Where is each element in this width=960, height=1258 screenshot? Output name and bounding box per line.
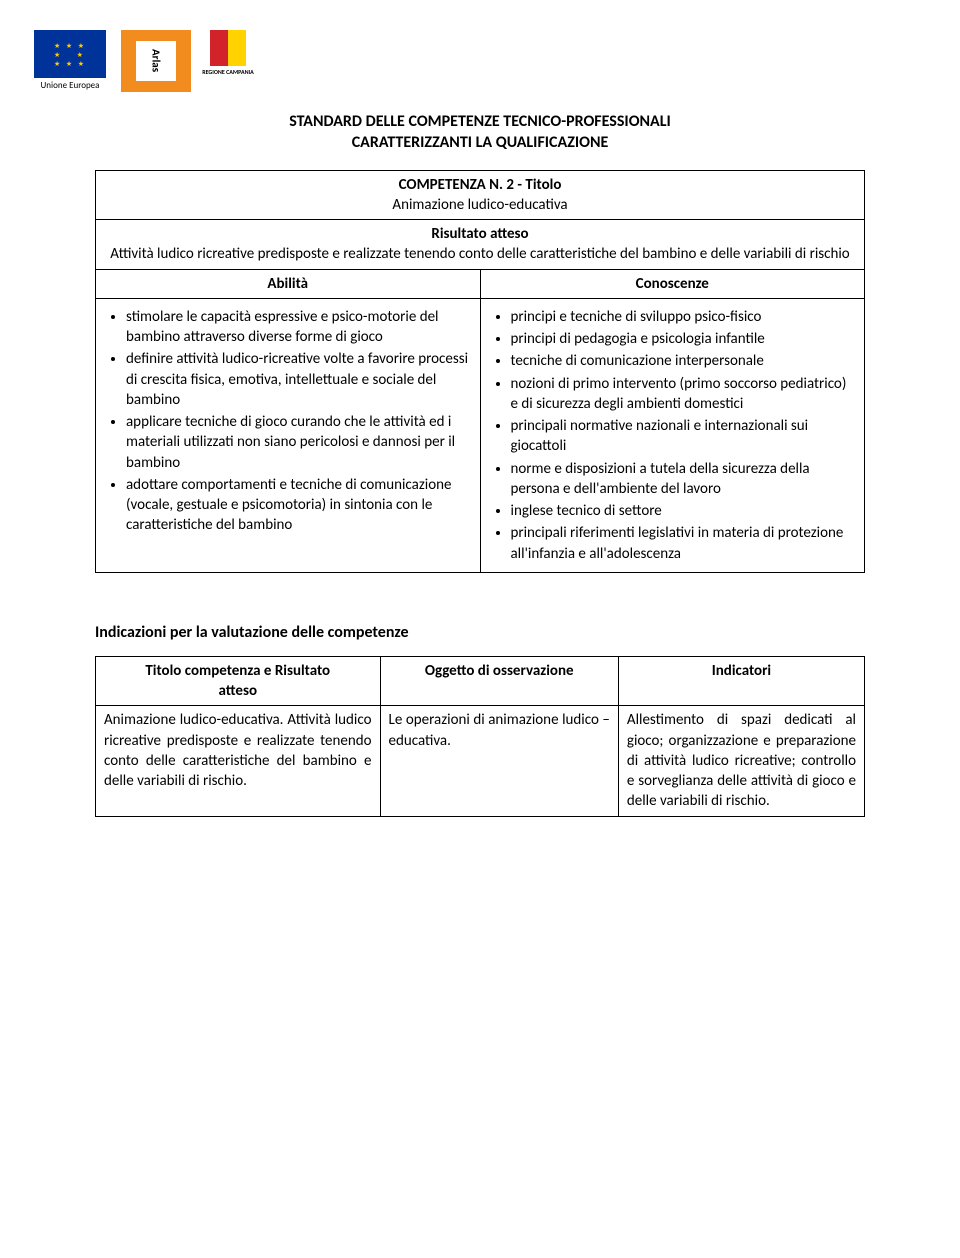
conoscenze-list: principi e tecniche di sviluppo psico-fi…	[489, 307, 857, 564]
logo-arlas: Arlas	[121, 30, 191, 92]
abilita-item: adottare comportamenti e tecniche di com…	[126, 475, 472, 536]
risultato-label: Risultato atteso	[431, 225, 528, 243]
risultato-cell: Risultato atteso Attività ludico ricreat…	[96, 220, 865, 270]
logo-row: ★ ★ ★★ ★★ ★ ★ Unione Europea Arlas REGIO…	[25, 30, 865, 92]
abilita-item: definire attività ludico-ricreative volt…	[126, 349, 472, 410]
conoscenze-item: nozioni di primo intervento (primo socco…	[511, 374, 857, 415]
campania-flag-icon	[210, 30, 246, 66]
conoscenze-item: inglese tecnico di settore	[511, 501, 857, 521]
competenza-table: COMPETENZA N. 2 - Titolo Animazione ludi…	[95, 170, 865, 573]
abilita-list: stimolare le capacità espressive e psico…	[104, 307, 472, 536]
conoscenze-item: principi di pedagogia e psicologia infan…	[511, 329, 857, 349]
indic-header-2: Oggetto di osservazione	[380, 656, 618, 706]
abilita-item: applicare tecniche di gioco curando che …	[126, 412, 472, 473]
indic-header-1: Titolo competenza e Risultato atteso	[96, 656, 381, 706]
abilita-header: Abilità	[96, 269, 481, 298]
conoscenze-item: principi e tecniche di sviluppo psico-fi…	[511, 307, 857, 327]
conoscenze-item: principali normative nazionali e interna…	[511, 416, 857, 457]
campania-label: REGIONE CAMPANIA	[202, 69, 254, 76]
competenza-number: COMPETENZA N. 2 - Titolo	[399, 176, 562, 194]
arlas-text: Arlas	[136, 41, 176, 81]
indicazioni-title: Indicazioni per la valutazione delle com…	[95, 623, 865, 642]
eu-flag-icon: ★ ★ ★★ ★★ ★ ★	[34, 30, 106, 78]
indic-cell-1: Animazione ludico-educativa. Attività lu…	[96, 706, 381, 816]
conoscenze-item: principali riferimenti legislativi in ma…	[511, 523, 857, 564]
conoscenze-item: tecniche di comunicazione interpersonale	[511, 351, 857, 371]
competenza-title-cell: COMPETENZA N. 2 - Titolo Animazione ludi…	[96, 170, 865, 220]
logo-campania: REGIONE CAMPANIA	[197, 30, 259, 92]
eu-label: Unione Europea	[41, 80, 100, 91]
logo-eu: ★ ★ ★★ ★★ ★ ★ Unione Europea	[25, 30, 115, 92]
abilita-cell: stimolare le capacità espressive e psico…	[96, 298, 481, 572]
indicazioni-table: Titolo competenza e Risultato atteso Ogg…	[95, 656, 865, 817]
competenza-subtitle: Animazione ludico-educativa	[392, 196, 567, 214]
indic-header-3: Indicatori	[618, 656, 864, 706]
conoscenze-cell: principi e tecniche di sviluppo psico-fi…	[480, 298, 865, 572]
heading-line2: CARATTERIZZANTI LA QUALIFICAZIONE	[352, 133, 609, 152]
conoscenze-header: Conoscenze	[480, 269, 865, 298]
heading-line1: STANDARD DELLE COMPETENZE TECNICO-PROFES…	[289, 112, 671, 131]
risultato-text: Attività ludico ricreative predisposte e…	[110, 245, 849, 263]
indic-cell-2: Le operazioni di animazione ludico –educ…	[380, 706, 618, 816]
indic-cell-3: Allestimento di spazi dedicati al gioco;…	[618, 706, 864, 816]
page-heading: STANDARD DELLE COMPETENZE TECNICO-PROFES…	[95, 112, 865, 154]
conoscenze-item: norme e disposizioni a tutela della sicu…	[511, 459, 857, 500]
abilita-item: stimolare le capacità espressive e psico…	[126, 307, 472, 348]
